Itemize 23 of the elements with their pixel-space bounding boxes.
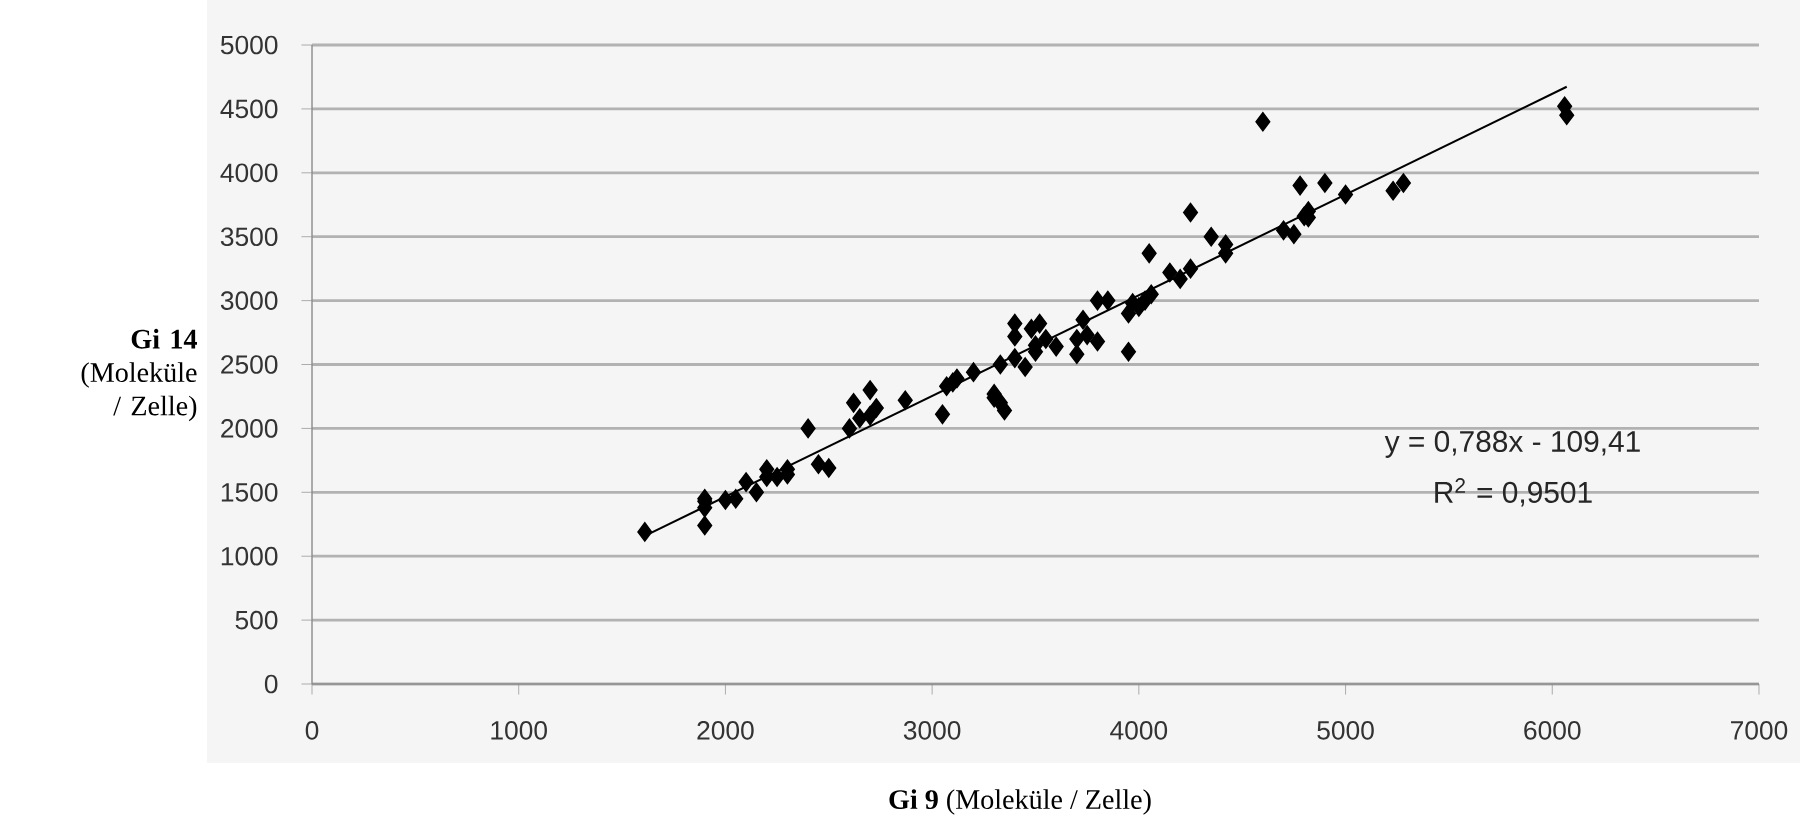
y-tick-label: 2500 — [221, 355, 278, 374]
y-tick-label: 1500 — [221, 482, 278, 502]
x-tick-label: 0 — [305, 721, 319, 740]
y-tick-label: 2000 — [221, 419, 278, 438]
x-tick-label: 7000 — [1731, 721, 1788, 740]
y-tick-label: 1000 — [221, 546, 278, 566]
y-tick-label: 4500 — [220, 99, 278, 119]
x-tick-label: 5000 — [1317, 721, 1374, 740]
x-tick-label: 3000 — [903, 721, 961, 740]
y-tick-label: 3000 — [220, 291, 278, 310]
x-tick-label: 2000 — [697, 721, 754, 740]
y-tick-label: 3500 — [220, 227, 278, 247]
annotation: y = 0,788x - 109,41 — [1384, 430, 1640, 458]
x-axis-title: Gi 9 (Moleküle / Zelle) — [889, 789, 1151, 815]
x-tick-label: 6000 — [1524, 721, 1581, 740]
x-tick-label: 4000 — [1110, 721, 1168, 740]
x-tick-label: 1000 — [491, 721, 547, 740]
y-axis-title: Gi 14 (Moleküle / Zelle) — [81, 328, 198, 422]
y-tick-label: 5000 — [220, 35, 278, 55]
annotation: R$^{2}$ = 0,9501 — [1435, 478, 1592, 507]
y-tick-label: 4000 — [220, 163, 278, 183]
y-tick-label: 0 — [264, 674, 278, 694]
y-tick-label: 500 — [235, 610, 278, 630]
